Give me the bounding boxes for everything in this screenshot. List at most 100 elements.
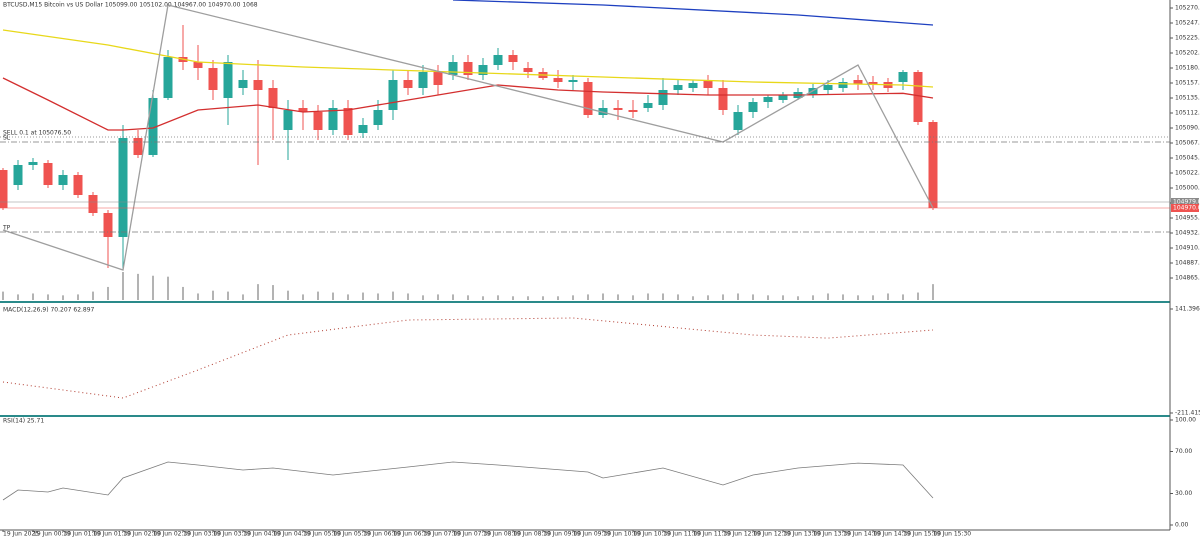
y-tick-label: 105022.50: [1175, 170, 1200, 177]
y-tick-label: 105067.50: [1175, 140, 1200, 147]
overlay-line: [2, 77, 934, 131]
y-tick-label: -211.415: [1175, 410, 1200, 417]
candle-body: [493, 55, 503, 65]
x-tick-label: 19 Jun 07:00: [423, 531, 461, 538]
volume-bar: [932, 284, 934, 300]
x-tick-label: 19 Jun 04:00: [243, 531, 281, 538]
overlay-line: [452, 0, 934, 26]
volume-bar: [302, 294, 304, 300]
y-tick-label: 105157.50: [1175, 80, 1200, 87]
volume-bar: [287, 290, 289, 300]
price-tag: [1171, 204, 1199, 212]
x-tick-label: 19 Jun 13:00: [783, 531, 821, 538]
volume-bar: [122, 272, 124, 300]
volume-bar: [212, 290, 214, 300]
volume-bar: [227, 291, 229, 300]
volume-bar: [17, 294, 19, 300]
price-tag-label: 104970.00: [1173, 205, 1200, 212]
y-tick-label: 70.00: [1175, 448, 1192, 455]
x-tick-label: 19 Jun 10:00: [603, 531, 641, 538]
candle-body: [88, 195, 98, 213]
y-tick-label: 104932.50: [1175, 230, 1200, 237]
volume-bar: [152, 275, 154, 300]
candle-body: [133, 138, 143, 155]
volume-bar: [62, 295, 64, 300]
candle-body: [208, 68, 218, 90]
y-tick-label: 104955.00: [1175, 215, 1200, 222]
panel-title: RSI(14) 25.71: [3, 418, 44, 425]
volume-bar: [872, 295, 874, 300]
candle-body: [373, 110, 383, 125]
candle-body: [148, 98, 158, 155]
volume-bar: [77, 294, 79, 300]
candle-body: [598, 108, 608, 115]
x-tick-label: 19 Jun 00:30: [33, 531, 71, 538]
candle-body: [868, 82, 878, 85]
volume-bar: [482, 296, 484, 300]
candle-body: [73, 175, 83, 195]
volume-bar: [392, 291, 394, 300]
volume-bar: [347, 294, 349, 300]
y-tick-label: 105225.00: [1175, 35, 1200, 42]
x-tick-label: 19 Jun 05:00: [303, 531, 341, 538]
candle-body: [43, 163, 53, 185]
candle-body: [388, 80, 398, 110]
volume-bar: [407, 293, 409, 300]
volume-bar: [317, 291, 319, 300]
candle-body: [763, 97, 773, 102]
candle-body: [808, 88, 818, 95]
y-tick-label: 105135.00: [1175, 95, 1200, 102]
volume-bar: [707, 295, 709, 300]
x-tick-label: 19 Jun 06:30: [393, 531, 431, 538]
candle-body: [628, 110, 638, 112]
y-tick-label: 105247.50: [1175, 20, 1200, 27]
volume-bar: [692, 296, 694, 300]
volume-bar: [857, 295, 859, 300]
x-tick-label: 19 Jun 12:00: [723, 531, 761, 538]
volume-bar: [632, 295, 634, 300]
candle-body: [58, 175, 68, 185]
candle-body: [103, 213, 113, 237]
candle-body: [163, 57, 173, 98]
candle-body: [688, 83, 698, 88]
volume-bar: [662, 293, 664, 300]
y-tick-label: 0.00: [1175, 522, 1189, 529]
volume-bar: [527, 296, 529, 300]
volume-bar: [842, 294, 844, 300]
candle-body: [418, 72, 428, 88]
candle-body: [223, 62, 233, 98]
volume-bar: [182, 286, 184, 300]
x-tick-label: 19 Jun 12:30: [753, 531, 791, 538]
y-tick-label: 105180.00: [1175, 65, 1200, 72]
candle-body: [823, 85, 833, 90]
volume-bar: [197, 293, 199, 300]
volume-bar: [587, 294, 589, 300]
volume-bar: [107, 286, 109, 300]
candle-body: [568, 80, 578, 82]
candle-body: [433, 72, 443, 85]
volume-bar: [902, 294, 904, 300]
volume-bar: [767, 295, 769, 300]
y-tick-label: 104865.00: [1175, 275, 1200, 282]
volume-bar: [602, 293, 604, 300]
volume-bar: [332, 292, 334, 300]
x-tick-label: 19 Jun 09:30: [573, 531, 611, 538]
candle-body: [463, 62, 473, 75]
x-tick-label: 19 Jun 08:30: [513, 531, 551, 538]
x-tick-label: 19 Jun 15:00: [903, 531, 941, 538]
volume-bar: [647, 293, 649, 300]
x-tick-label: 19 Jun 11:30: [693, 531, 731, 538]
trade-level-label: SELL 0.1 at 105076.50: [3, 130, 71, 137]
x-tick-label: 19 Jun 14:00: [843, 531, 881, 538]
candle-body: [643, 103, 653, 108]
x-tick-label: 19 Jun 08:00: [483, 531, 521, 538]
y-tick-label: 105045.00: [1175, 155, 1200, 162]
candle-body: [733, 112, 743, 130]
volume-bar: [257, 284, 259, 300]
volume-bar: [782, 295, 784, 300]
candle-body: [748, 102, 758, 112]
volume-bar: [92, 291, 94, 300]
candle-body: [478, 65, 488, 75]
